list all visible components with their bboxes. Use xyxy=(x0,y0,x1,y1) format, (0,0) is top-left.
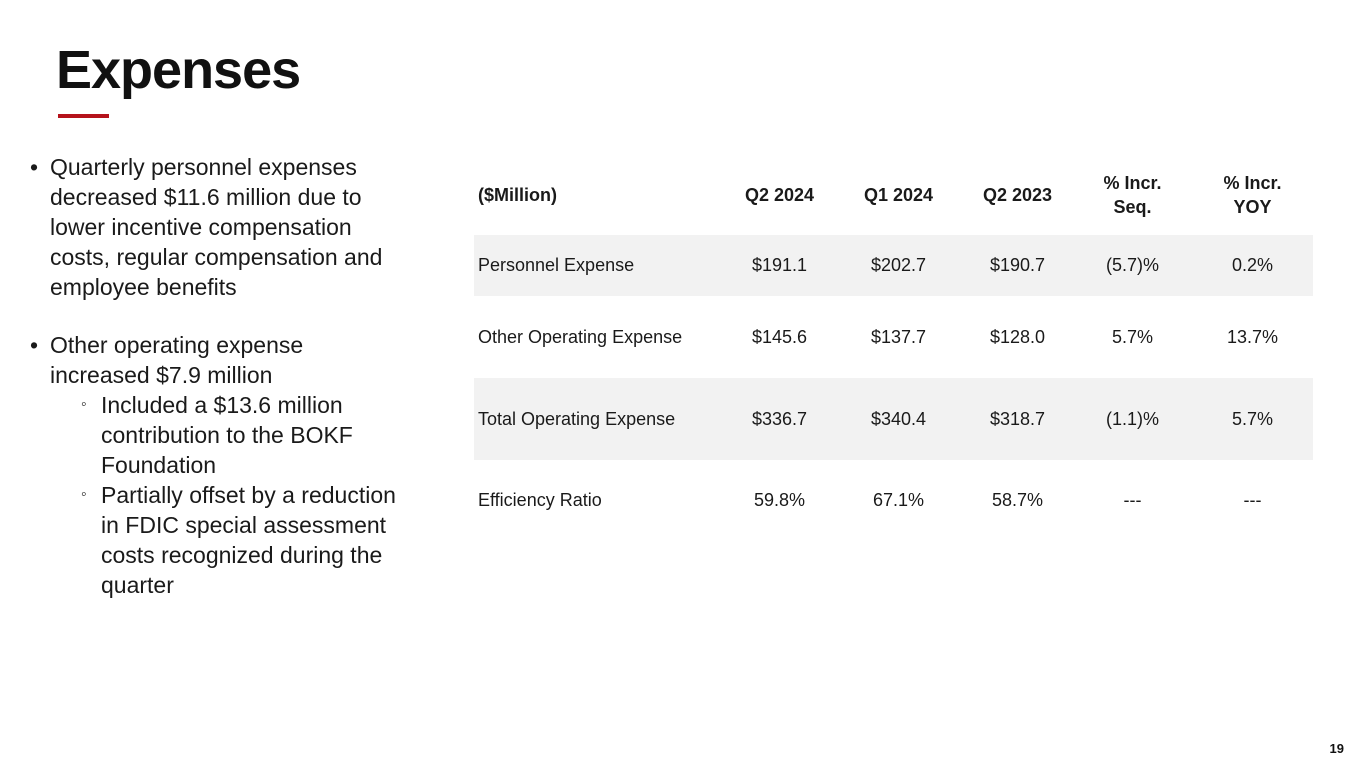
sub-bullet-item: ◦ Partially offset by a reduction in FDI… xyxy=(81,480,400,600)
bullet-item-other-operating: • Other operating expense increased $7.9… xyxy=(30,330,400,600)
table-cell: $137.7 xyxy=(870,326,927,347)
sub-bullet-text: Partially offset by a reduction in FDIC … xyxy=(101,482,396,598)
page-title: Expenses xyxy=(56,40,301,100)
table-cell: --- xyxy=(1243,489,1262,510)
table-cell: $190.7 xyxy=(989,255,1046,275)
table-cell: 5.7% xyxy=(1111,326,1154,347)
table-cell: --- xyxy=(1123,489,1142,510)
bullet-text: Other operating expense increased $7.9 m… xyxy=(50,332,304,388)
page-number: 19 xyxy=(1329,741,1344,756)
circle-bullet-icon: ◦ xyxy=(81,396,87,413)
table-cell: 13.7% xyxy=(1226,326,1279,347)
table-cell: $202.7 xyxy=(870,255,927,275)
title-underline xyxy=(58,114,109,118)
column-header: ($Million) xyxy=(478,185,557,205)
row-label: Personnel Expense xyxy=(478,255,635,275)
table-cell: 0.2% xyxy=(1231,255,1274,275)
table-cell: $128.0 xyxy=(989,326,1046,347)
row-label: Other Operating Expense xyxy=(478,326,683,347)
table-cell: $318.7 xyxy=(989,408,1046,429)
circle-bullet-icon: ◦ xyxy=(81,486,87,503)
table-cell: 59.8% xyxy=(753,489,806,510)
table-cell: $191.1 xyxy=(751,255,808,275)
table-row: Personnel Expense $191.1 $202.7 $190.7 (… xyxy=(474,235,1313,296)
bullet-item-personnel: • Quarterly personnel expenses decreased… xyxy=(30,152,400,302)
row-label: Efficiency Ratio xyxy=(478,489,602,510)
column-header: Q2 2023 xyxy=(982,185,1053,205)
sub-bullet-item: ◦ Included a $13.6 million contribution … xyxy=(81,390,400,480)
table-row: Other Operating Expense $145.6 $137.7 $1… xyxy=(474,296,1313,378)
sub-bullet-list: ◦ Included a $13.6 million contribution … xyxy=(50,390,400,600)
column-header: % Incr. YOY xyxy=(1223,173,1282,217)
table-cell: $336.7 xyxy=(751,408,808,429)
table-header-row: ($Million) Q2 2024 Q1 2024 Q2 2023 % Inc… xyxy=(474,155,1313,235)
bullet-text: Quarterly personnel expenses decreased $… xyxy=(50,154,383,300)
sub-bullet-text: Included a $13.6 million contribution to… xyxy=(101,392,353,478)
table-cell: 58.7% xyxy=(991,489,1044,510)
table-row: Efficiency Ratio 59.8% 67.1% 58.7% --- -… xyxy=(474,460,1313,540)
column-header: % Incr. Seq. xyxy=(1103,173,1162,217)
expense-table: ($Million) Q2 2024 Q1 2024 Q2 2023 % Inc… xyxy=(474,155,1313,540)
column-header: Q2 2024 xyxy=(744,185,815,205)
bullet-dot-icon: • xyxy=(30,154,39,180)
table-cell: $340.4 xyxy=(870,408,927,429)
column-header: Q1 2024 xyxy=(863,185,934,205)
table-cell: (5.7)% xyxy=(1105,255,1159,275)
table-cell: (1.1)% xyxy=(1105,408,1159,429)
bullet-list: • Quarterly personnel expenses decreased… xyxy=(30,152,400,600)
table-cell: 5.7% xyxy=(1231,408,1274,429)
table-cell: $145.6 xyxy=(751,326,808,347)
table-row: Total Operating Expense $336.7 $340.4 $3… xyxy=(474,378,1313,460)
bullet-dot-icon: • xyxy=(30,332,39,358)
row-label: Total Operating Expense xyxy=(478,408,676,429)
table-cell: 67.1% xyxy=(872,489,925,510)
